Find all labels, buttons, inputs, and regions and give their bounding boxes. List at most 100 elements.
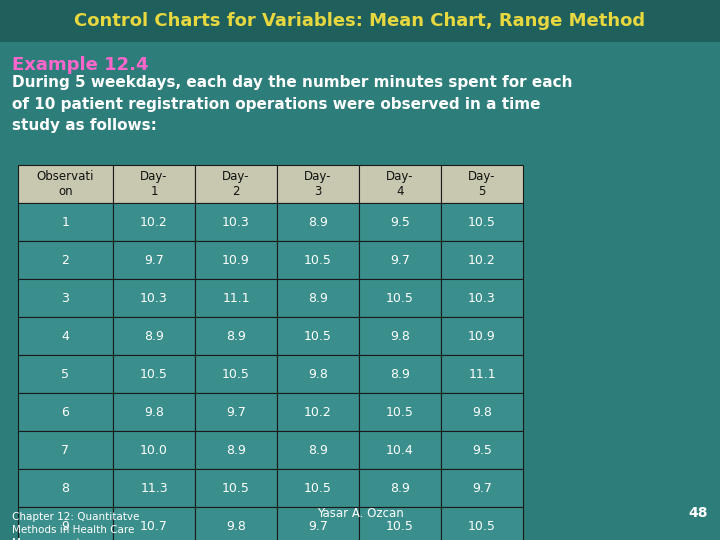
Bar: [195, 203, 277, 241]
Bar: [18, 507, 113, 540]
Text: 9.7: 9.7: [144, 253, 164, 267]
Bar: [195, 165, 277, 203]
Text: 10.5: 10.5: [386, 406, 414, 419]
Text: 10.2: 10.2: [304, 406, 332, 419]
Bar: [113, 507, 195, 540]
Text: Observati
on: Observati on: [37, 170, 94, 198]
Bar: [113, 165, 195, 203]
Bar: [277, 317, 359, 355]
Text: 9.8: 9.8: [390, 329, 410, 342]
Text: 8.9: 8.9: [308, 443, 328, 456]
Bar: [441, 469, 523, 507]
Text: 8.9: 8.9: [226, 443, 246, 456]
Text: 8.9: 8.9: [390, 368, 410, 381]
Bar: [359, 203, 441, 241]
Text: 10.5: 10.5: [468, 519, 496, 532]
Bar: [441, 393, 523, 431]
Text: 9.5: 9.5: [390, 215, 410, 228]
Bar: [359, 431, 441, 469]
Text: 10.5: 10.5: [222, 482, 250, 495]
Bar: [277, 507, 359, 540]
Text: 9.8: 9.8: [308, 368, 328, 381]
Bar: [441, 241, 523, 279]
Text: 11.1: 11.1: [468, 368, 496, 381]
Bar: [277, 279, 359, 317]
Bar: [113, 431, 195, 469]
Bar: [18, 393, 113, 431]
Text: 4: 4: [62, 329, 69, 342]
Bar: [441, 431, 523, 469]
Bar: [195, 507, 277, 540]
Bar: [18, 279, 113, 317]
Bar: [195, 241, 277, 279]
Bar: [195, 469, 277, 507]
Text: 10.7: 10.7: [140, 519, 168, 532]
Text: 8.9: 8.9: [390, 482, 410, 495]
Bar: [277, 165, 359, 203]
Bar: [277, 241, 359, 279]
Bar: [277, 355, 359, 393]
Bar: [277, 393, 359, 431]
Bar: [195, 279, 277, 317]
Text: 10.5: 10.5: [304, 482, 332, 495]
Bar: [113, 355, 195, 393]
Text: 9.7: 9.7: [308, 519, 328, 532]
Text: 9.5: 9.5: [472, 443, 492, 456]
Bar: [113, 241, 195, 279]
Text: 10.9: 10.9: [468, 329, 496, 342]
Bar: [18, 241, 113, 279]
Text: Day-
4: Day- 4: [386, 170, 414, 198]
Bar: [359, 469, 441, 507]
Bar: [195, 317, 277, 355]
Text: Day-
1: Day- 1: [140, 170, 168, 198]
Bar: [277, 469, 359, 507]
Text: 2: 2: [62, 253, 69, 267]
Text: 9.7: 9.7: [472, 482, 492, 495]
Text: 10.5: 10.5: [140, 368, 168, 381]
Bar: [359, 355, 441, 393]
Text: 7: 7: [61, 443, 70, 456]
Bar: [195, 431, 277, 469]
Text: Chapter 12: Quantitatve
Methods in Health Care
Management: Chapter 12: Quantitatve Methods in Healt…: [12, 512, 140, 540]
Text: 9: 9: [62, 519, 69, 532]
Text: Day-
5: Day- 5: [468, 170, 496, 198]
Text: Yasar A. Ozcan: Yasar A. Ozcan: [317, 507, 403, 520]
Text: Day-
2: Day- 2: [222, 170, 250, 198]
Text: 10.3: 10.3: [222, 215, 250, 228]
Bar: [18, 431, 113, 469]
Bar: [441, 203, 523, 241]
Text: 11.1: 11.1: [222, 292, 250, 305]
Text: 8.9: 8.9: [226, 329, 246, 342]
Bar: [113, 469, 195, 507]
Text: 9.7: 9.7: [226, 406, 246, 419]
Text: 11.3: 11.3: [140, 482, 168, 495]
Bar: [113, 393, 195, 431]
Text: 9.8: 9.8: [226, 519, 246, 532]
Text: 8.9: 8.9: [308, 215, 328, 228]
Bar: [441, 165, 523, 203]
Text: 10.3: 10.3: [468, 292, 496, 305]
Bar: [18, 355, 113, 393]
Text: During 5 weekdays, each day the number minutes spent for each
of 10 patient regi: During 5 weekdays, each day the number m…: [12, 75, 572, 133]
Text: 5: 5: [61, 368, 70, 381]
Bar: [441, 355, 523, 393]
Text: 10.5: 10.5: [222, 368, 250, 381]
Bar: [277, 431, 359, 469]
Text: Day-
3: Day- 3: [305, 170, 332, 198]
Bar: [195, 393, 277, 431]
Text: Control Charts for Variables: Mean Chart, Range Method: Control Charts for Variables: Mean Chart…: [74, 12, 646, 30]
Text: 10.0: 10.0: [140, 443, 168, 456]
Bar: [195, 355, 277, 393]
Text: Example 12.4: Example 12.4: [12, 56, 148, 74]
Text: 10.3: 10.3: [140, 292, 168, 305]
Bar: [113, 317, 195, 355]
Bar: [441, 279, 523, 317]
Text: 10.5: 10.5: [304, 329, 332, 342]
Bar: [18, 317, 113, 355]
Bar: [113, 203, 195, 241]
Text: 48: 48: [688, 506, 708, 520]
Text: 10.2: 10.2: [140, 215, 168, 228]
Text: 10.4: 10.4: [386, 443, 414, 456]
Text: 8.9: 8.9: [144, 329, 164, 342]
Bar: [441, 317, 523, 355]
